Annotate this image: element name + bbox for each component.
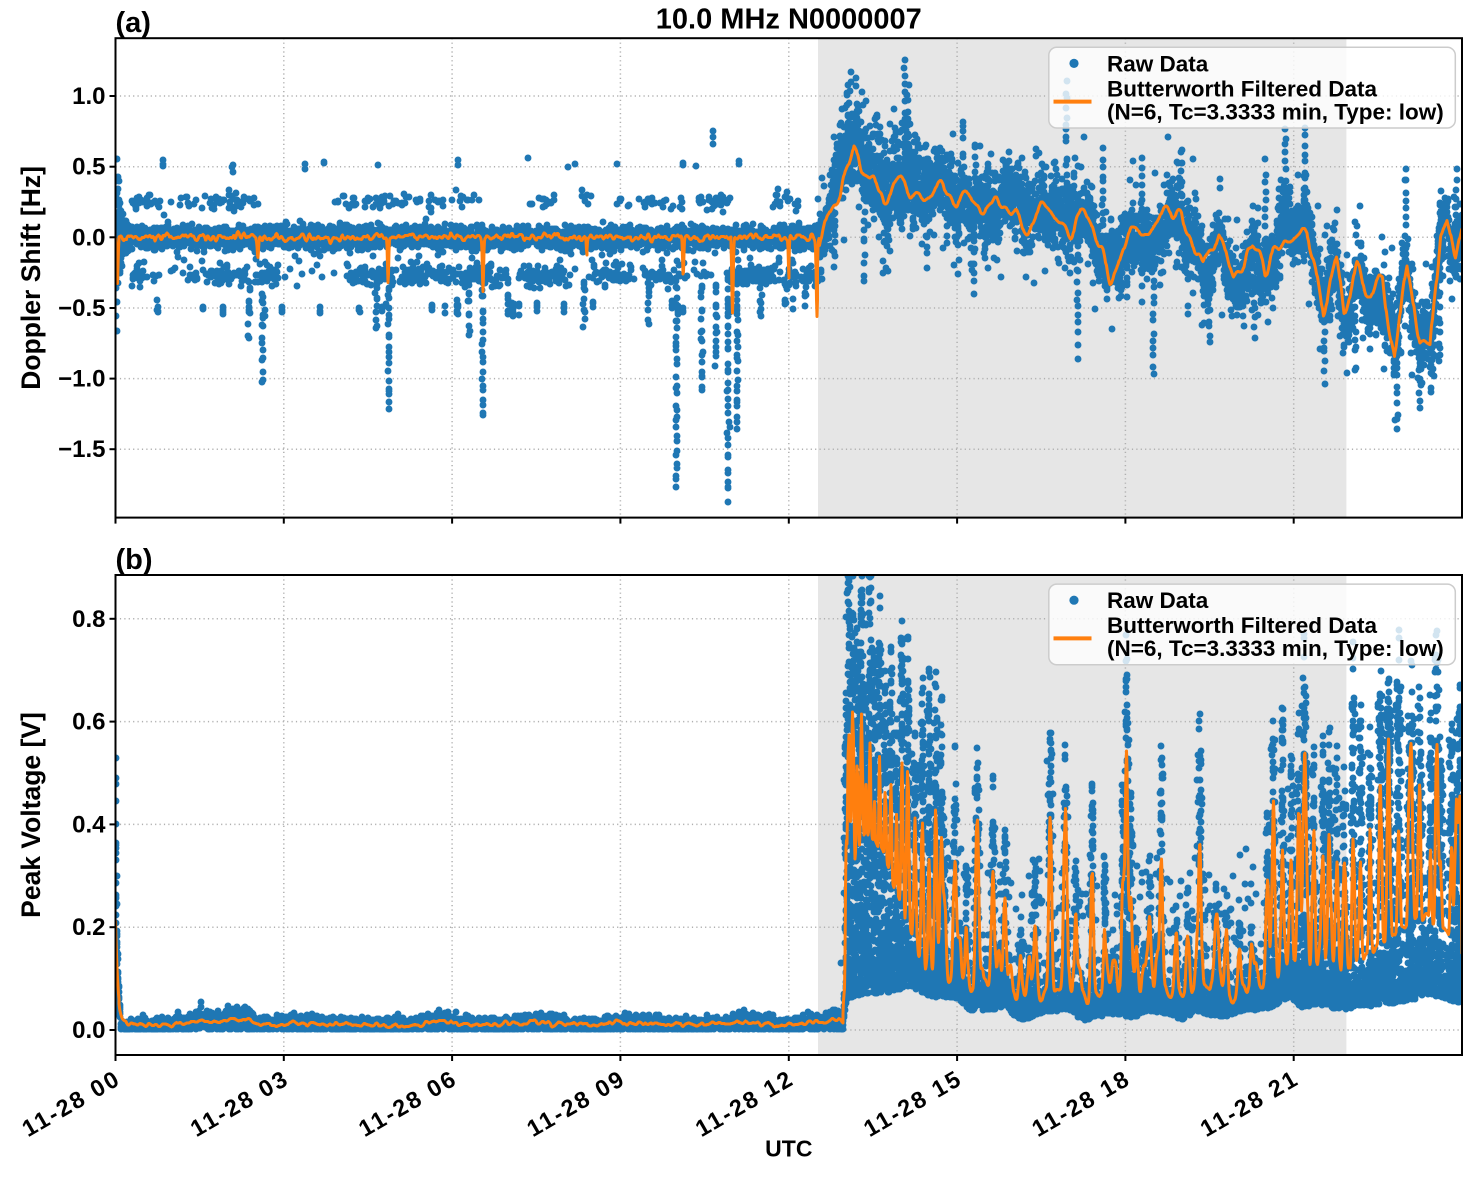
svg-text:1.0: 1.0 xyxy=(72,83,105,110)
svg-text:Raw Data: Raw Data xyxy=(1107,588,1209,613)
svg-text:UTC: UTC xyxy=(765,1136,812,1162)
svg-text:0.4: 0.4 xyxy=(72,811,106,838)
svg-text:0.8: 0.8 xyxy=(72,606,105,633)
svg-text:Doppler Shift [Hz]: Doppler Shift [Hz] xyxy=(16,166,46,390)
svg-text:Butterworth Filtered Data: Butterworth Filtered Data xyxy=(1107,613,1378,638)
svg-text:Peak Voltage [V]: Peak Voltage [V] xyxy=(16,712,46,918)
svg-text:(b): (b) xyxy=(116,544,153,576)
svg-text:0.0: 0.0 xyxy=(72,1017,105,1044)
svg-text:−0.5: −0.5 xyxy=(58,295,105,322)
svg-text:(N=6, Tc=3.3333 min, Type: low: (N=6, Tc=3.3333 min, Type: low) xyxy=(1107,636,1444,661)
svg-text:−1.0: −1.0 xyxy=(58,366,105,393)
svg-text:Raw Data: Raw Data xyxy=(1107,51,1209,76)
svg-text:0.2: 0.2 xyxy=(72,914,105,941)
svg-text:Butterworth Filtered Data: Butterworth Filtered Data xyxy=(1107,76,1378,101)
svg-text:0.5: 0.5 xyxy=(72,154,105,181)
svg-text:(a): (a) xyxy=(116,7,151,39)
svg-text:−1.5: −1.5 xyxy=(58,436,105,463)
svg-text:(N=6, Tc=3.3333 min, Type: low: (N=6, Tc=3.3333 min, Type: low) xyxy=(1107,99,1444,124)
svg-text:0.0: 0.0 xyxy=(72,224,105,251)
svg-text:10.0 MHz N0000007: 10.0 MHz N0000007 xyxy=(656,4,922,36)
svg-text:0.6: 0.6 xyxy=(72,709,105,736)
